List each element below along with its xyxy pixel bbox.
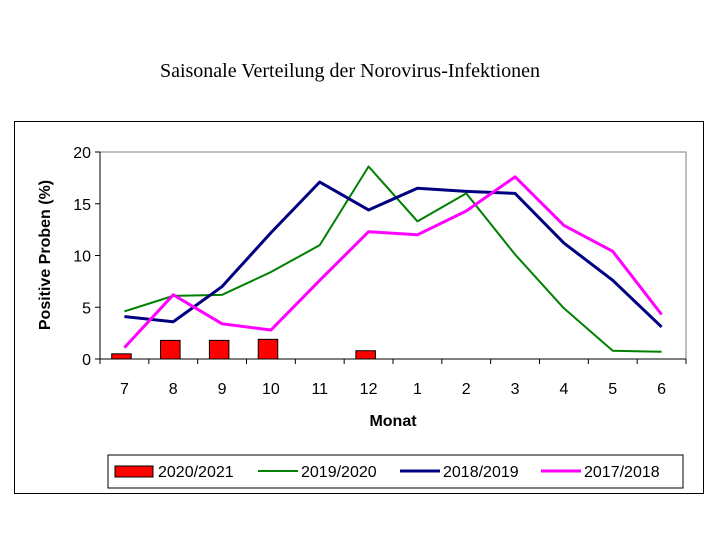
x-tick-label: 1: [413, 381, 422, 398]
bar-2020-2021-8: [160, 339, 181, 360]
x-axis-title: Monat: [369, 413, 417, 430]
legend-swatch-2020-2021: [114, 465, 154, 478]
x-tick-label: 7: [120, 381, 129, 398]
series-line-2019-2020: [124, 165, 662, 353]
y-tick-label: 5: [82, 300, 91, 317]
y-tick-label: 0: [82, 352, 91, 369]
bar-2020-2021-9: [208, 339, 230, 360]
x-tick-label: 10: [262, 381, 280, 398]
legend-label-2018-2019: 2018/2019: [443, 464, 519, 481]
chart-frame: [14, 121, 704, 494]
x-tick-label: 8: [169, 381, 178, 398]
legend-box: [107, 454, 684, 489]
plot-area: [99, 151, 687, 360]
series-line-2018-2019: [124, 180, 663, 329]
bar-2020-2021-10: [257, 338, 279, 360]
legend-label-2020-2021: 2020/2021: [158, 464, 234, 481]
legend-label-2017-2018: 2017/2018: [584, 464, 660, 481]
x-tick-label: 5: [608, 381, 617, 398]
x-tick-label: 12: [360, 381, 378, 398]
x-tick-label: 2: [462, 381, 471, 398]
x-tick-label: 6: [657, 381, 666, 398]
x-tick-label: 3: [511, 381, 520, 398]
x-tick-label: 4: [559, 381, 568, 398]
x-tick-label: 11: [311, 381, 328, 398]
legend-label-2019-2020: 2019/2020: [301, 464, 377, 481]
y-tick-label: 20: [73, 145, 91, 162]
y-tick-label: 10: [73, 249, 91, 266]
bar-2020-2021-12: [355, 350, 376, 360]
series-line-2017-2018: [123, 175, 663, 349]
x-tick-label: 9: [218, 381, 227, 398]
chart-title: Saisonale Verteilung der Norovirus-Infek…: [159, 60, 541, 82]
y-axis-title: Positive Proben (%): [37, 180, 54, 330]
bar-2020-2021-7: [111, 353, 132, 360]
y-tick-label: 15: [73, 197, 91, 214]
